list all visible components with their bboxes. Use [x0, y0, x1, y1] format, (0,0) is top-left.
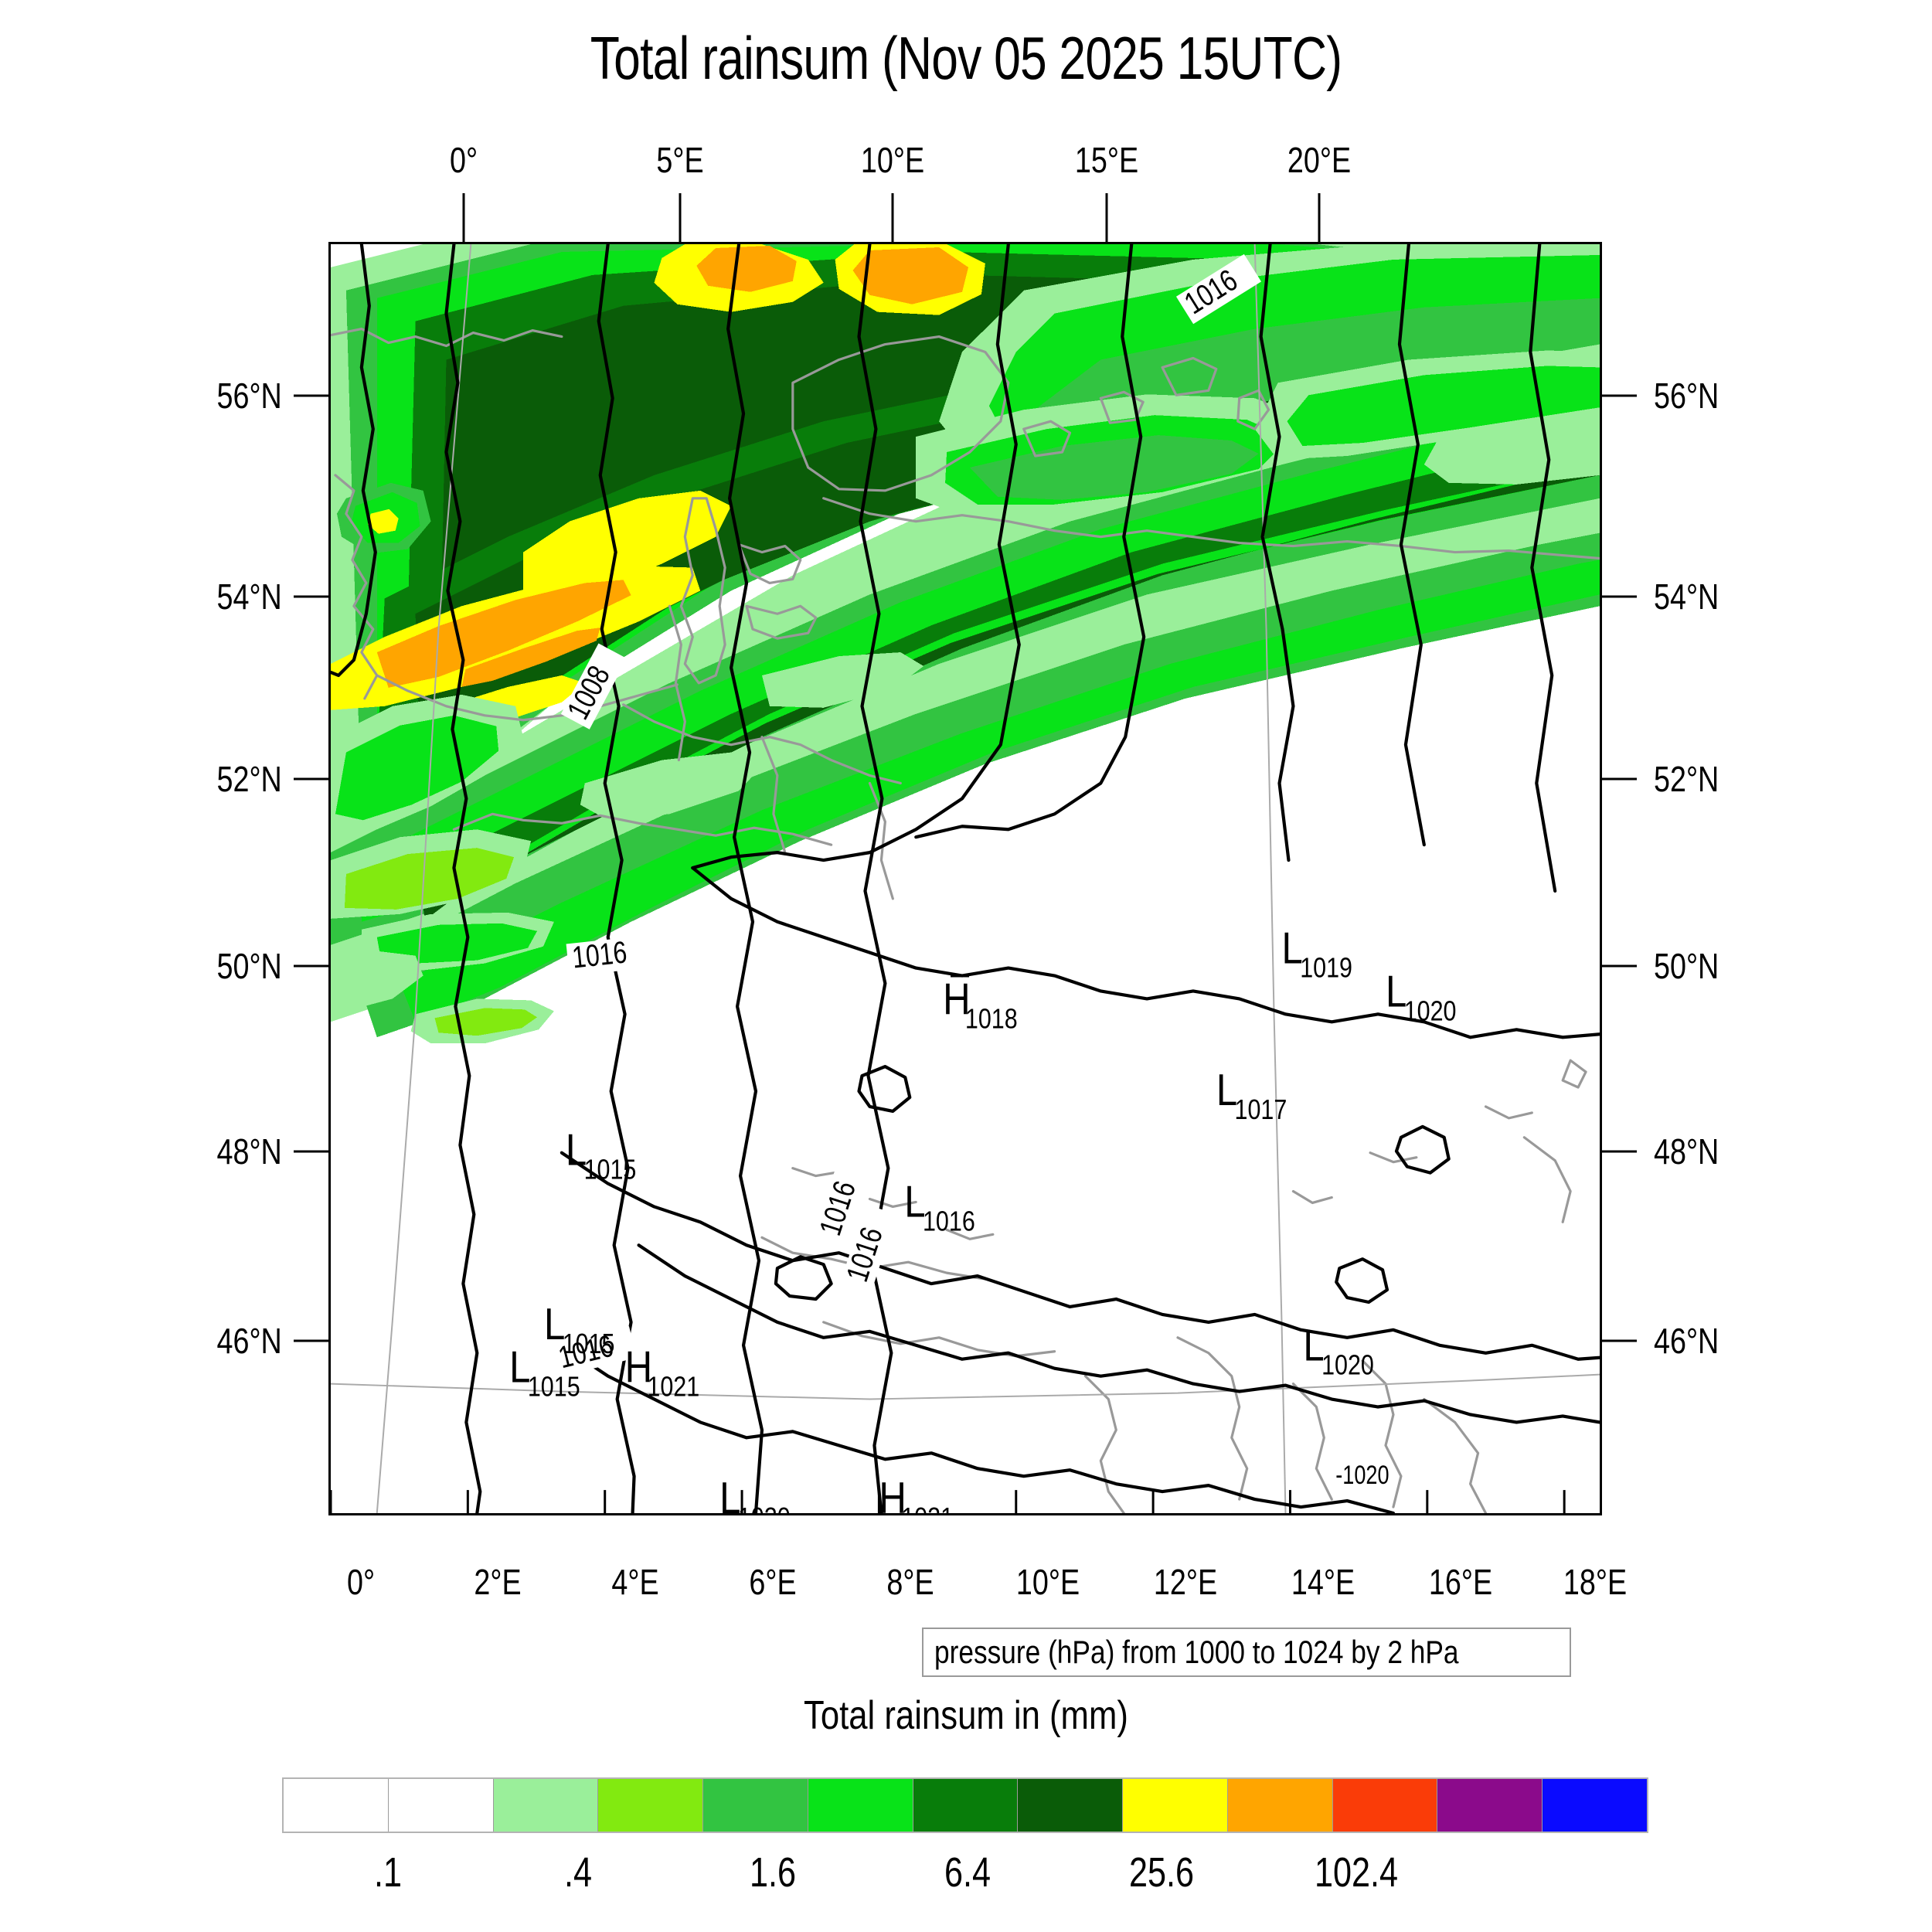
- colorbar-swatch-11[interactable]: [1437, 1779, 1543, 1832]
- lat-tick-left-3: 50°N: [216, 946, 282, 986]
- lon-tick-bottom-4: 8°E: [886, 1562, 934, 1602]
- colorbar-label-5: 102.4: [1314, 1849, 1399, 1896]
- coastlines: [331, 328, 1600, 1513]
- svg-text:1020: 1020: [1321, 1350, 1374, 1381]
- svg-text:L: L: [904, 1177, 925, 1227]
- lon-tick-top-2: 10°E: [860, 140, 925, 180]
- lon-tick-top-3: 15°E: [1074, 140, 1139, 180]
- map-canvas: 1016 1008 1008 1016 1016 1016 1016 -1020: [331, 244, 1600, 1513]
- isobars: [331, 244, 1600, 1513]
- svg-text:1015: 1015: [584, 1155, 637, 1185]
- svg-text:H: H: [879, 1473, 906, 1513]
- lon-tick-bottom-5: 10°E: [1015, 1562, 1080, 1602]
- svg-text:L: L: [544, 1299, 565, 1349]
- lat-tick-right-5: 46°N: [1654, 1321, 1719, 1361]
- svg-text:L: L: [1386, 967, 1406, 1017]
- colorbar-swatch-4[interactable]: [703, 1779, 808, 1832]
- colorbar-swatch-8[interactable]: [1123, 1779, 1228, 1832]
- pressure-legend-box: pressure (hPa) from 1000 to 1024 by 2 hP…: [922, 1628, 1571, 1677]
- svg-text:1019: 1019: [1300, 953, 1352, 984]
- lon-tick-bottom-8: 16°E: [1428, 1562, 1493, 1602]
- svg-text:L: L: [566, 1125, 587, 1175]
- colorbar-swatch-3[interactable]: [598, 1779, 704, 1832]
- colorbar-label-1: .4: [563, 1849, 593, 1896]
- pressure-legend-text: pressure (hPa) from 1000 to 1024 by 2 hP…: [934, 1634, 1459, 1670]
- svg-text:1018: 1018: [965, 1004, 1018, 1035]
- colorbar-label-0: .1: [373, 1849, 403, 1896]
- precipitation-raster: [331, 244, 1600, 1044]
- colorbar-label-3: 6.4: [944, 1849, 992, 1896]
- colorbar-swatch-10[interactable]: [1332, 1779, 1438, 1832]
- colorbar-swatch-9[interactable]: [1227, 1779, 1333, 1832]
- colorbar-label-2: 1.6: [749, 1849, 797, 1896]
- lon-tick-top-1: 5°E: [656, 140, 704, 180]
- colorbar[interactable]: [282, 1777, 1648, 1833]
- colorbar-swatch-2[interactable]: [493, 1779, 599, 1832]
- weather-map[interactable]: 1016 1008 1008 1016 1016 1016 1016 -1020: [328, 242, 1602, 1515]
- lat-tick-right-3: 50°N: [1654, 946, 1719, 986]
- lon-tick-bottom-1: 2°E: [474, 1562, 522, 1602]
- svg-text:1015: 1015: [528, 1372, 580, 1403]
- svg-text:1021: 1021: [901, 1503, 954, 1513]
- colorbar-swatch-12[interactable]: [1543, 1779, 1647, 1832]
- inner-ticks: [331, 1490, 1566, 1513]
- svg-text:1020: 1020: [1404, 996, 1457, 1027]
- page-title: Total rainsum (Nov 05 2025 15UTC): [590, 24, 1342, 92]
- colorbar-swatch-1[interactable]: [388, 1779, 494, 1832]
- svg-text:1016: 1016: [923, 1206, 975, 1237]
- svg-text:1020: 1020: [738, 1503, 791, 1513]
- lat-tick-left-0: 56°N: [216, 376, 282, 416]
- svg-text:L: L: [719, 1473, 740, 1513]
- svg-text:1015: 1015: [563, 1329, 615, 1360]
- lat-tick-left-5: 46°N: [216, 1321, 282, 1361]
- lat-tick-left-4: 48°N: [216, 1131, 282, 1172]
- svg-text:H: H: [625, 1342, 652, 1393]
- lat-tick-right-4: 48°N: [1654, 1131, 1719, 1172]
- colorbar-label-4: 25.6: [1128, 1849, 1195, 1896]
- lon-tick-bottom-0: 0°: [346, 1562, 376, 1602]
- svg-text:L: L: [1216, 1065, 1237, 1115]
- lon-tick-bottom-2: 4°E: [611, 1562, 659, 1602]
- svg-text:L: L: [1282, 923, 1303, 974]
- svg-text:-1020: -1020: [1335, 1461, 1389, 1490]
- colorbar-swatch-0[interactable]: [284, 1779, 389, 1832]
- colorbar-swatch-7[interactable]: [1018, 1779, 1124, 1832]
- lat-tick-left-2: 52°N: [216, 759, 282, 799]
- lon-tick-top-0: 0°: [449, 140, 478, 180]
- svg-text:H: H: [943, 975, 970, 1025]
- lat-tick-right-2: 52°N: [1654, 759, 1719, 799]
- lon-tick-bottom-7: 14°E: [1291, 1562, 1355, 1602]
- colorbar-swatch-5[interactable]: [808, 1779, 913, 1832]
- lon-tick-bottom-3: 6°E: [749, 1562, 797, 1602]
- lon-tick-bottom-6: 12°E: [1153, 1562, 1218, 1602]
- svg-text:1021: 1021: [647, 1372, 699, 1403]
- svg-text:1016: 1016: [570, 934, 628, 975]
- lon-tick-top-4: 20°E: [1287, 140, 1352, 180]
- svg-text:L: L: [509, 1342, 530, 1393]
- lat-tick-left-1: 54°N: [216, 577, 282, 617]
- svg-text:L: L: [1303, 1321, 1324, 1371]
- contour-labels: 1016 1008 1008 1016 1016 1016 1016 -1020: [551, 253, 1389, 1490]
- colorbar-title: Total rainsum in (mm): [804, 1693, 1128, 1738]
- svg-text:1017: 1017: [1235, 1095, 1287, 1126]
- colorbar-swatch-6[interactable]: [913, 1779, 1019, 1832]
- lat-tick-right-1: 54°N: [1654, 577, 1719, 617]
- lat-tick-right-0: 56°N: [1654, 376, 1719, 416]
- lon-tick-bottom-9: 18°E: [1563, 1562, 1628, 1602]
